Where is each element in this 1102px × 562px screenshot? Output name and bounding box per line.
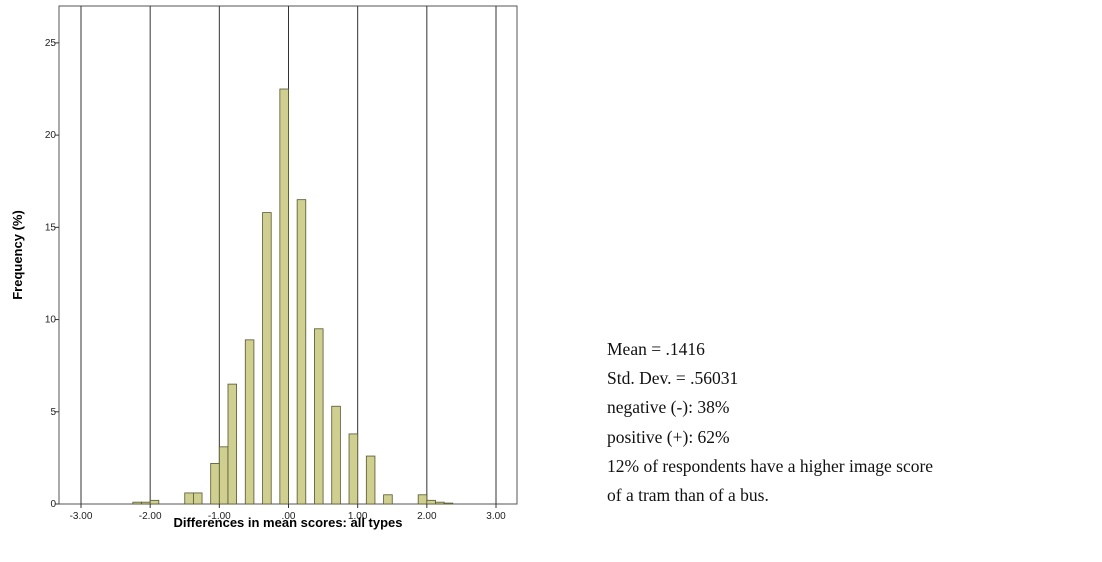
x-tick-label: -2.00 <box>139 511 162 522</box>
y-axis-title: Frequency (%) <box>10 210 25 300</box>
histogram-bar <box>417 494 428 505</box>
y-tick-label: 20 <box>45 130 57 141</box>
histogram-bar <box>149 499 160 505</box>
negative-share-text: negative (-): 38% <box>607 397 730 418</box>
x-tick-label: 2.00 <box>417 511 437 522</box>
gridlines <box>80 6 497 504</box>
histogram-bar <box>435 501 445 505</box>
histogram-bar <box>262 212 272 505</box>
histogram-bar <box>331 405 341 505</box>
histogram-bar <box>348 433 359 505</box>
summary-statistics: Mean = .1416 Std. Dev. = .56031 negative… <box>607 335 933 510</box>
positive-share-text: positive (+): 62% <box>607 426 730 447</box>
x-tick-label: -3.00 <box>70 511 93 522</box>
histogram-bar <box>426 499 436 505</box>
histogram-bar <box>227 383 238 505</box>
y-tick-label: 5 <box>50 407 56 418</box>
x-tick-label: 1.00 <box>348 511 368 522</box>
y-tick-label: 10 <box>45 315 57 326</box>
x-axis-ticks: -3.00 -2.00 -1.00 .00 1.00 2.00 3.00 <box>70 504 506 522</box>
histogram-bar <box>184 492 194 505</box>
histogram-bar <box>210 463 220 505</box>
histogram-bar <box>383 494 393 505</box>
mean-text: Mean = .1416 <box>607 339 705 359</box>
x-tick-label: .00 <box>282 511 296 522</box>
histogram-bar <box>141 501 151 505</box>
y-axis-ticks: 0 5 10 15 20 25 <box>45 38 59 510</box>
y-tick-label: 0 <box>50 499 56 510</box>
histogram-bar <box>443 502 454 505</box>
note-line-2: of a tram than of a bus. <box>607 485 769 506</box>
std-dev-text: Std. Dev. = .56031 <box>607 368 739 389</box>
y-tick-label: 15 <box>45 222 57 233</box>
histogram-bar <box>314 328 324 505</box>
note-line-1: 12% of respondents have a higher image s… <box>607 455 934 476</box>
histogram-bar <box>365 455 376 505</box>
histogram-bar <box>296 199 307 505</box>
histogram-bar <box>132 501 142 505</box>
histogram-bar <box>192 492 203 505</box>
y-tick-label: 25 <box>45 38 57 49</box>
x-tick-label: -1.00 <box>208 511 231 522</box>
histogram-bar <box>279 88 289 505</box>
histogram-bar <box>244 339 255 505</box>
histogram-bar <box>218 446 229 505</box>
x-tick-label: 3.00 <box>486 511 506 522</box>
bars <box>132 88 454 505</box>
x-axis-title: Differences in mean scores: all types <box>173 515 402 530</box>
